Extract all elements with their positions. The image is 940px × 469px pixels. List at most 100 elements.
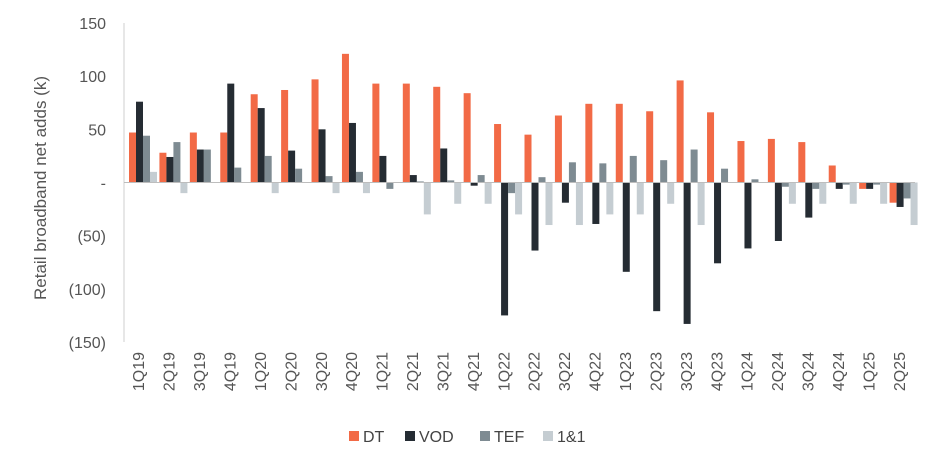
bar-vod-2q21: [409, 175, 417, 183]
legend-swatch: [480, 431, 490, 441]
bar-11-3q21: [454, 182, 462, 204]
bar-tef-2q20: [295, 168, 303, 183]
bar-dt-4q24: [828, 165, 836, 183]
y-axis-title-group: Retail broadband net adds (k): [31, 76, 50, 300]
y-axis-title: Retail broadband net adds (k): [31, 76, 50, 300]
bar-tef-1q25: [873, 182, 881, 185]
bar-vod-2q22: [531, 182, 539, 251]
bar-dt-3q19: [189, 132, 197, 183]
legend-label: DT: [363, 429, 385, 446]
bar-vod-1q25: [866, 182, 874, 189]
bar-tef-2q22: [538, 177, 546, 183]
x-tick-label: 4Q19: [222, 352, 239, 391]
bar-tef-3q23: [690, 149, 698, 183]
legend-item-tef: TEF: [480, 429, 524, 446]
bar-dt-3q22: [554, 115, 562, 183]
x-tick-label: 1Q20: [253, 352, 270, 391]
bar-tef-1q19: [143, 135, 150, 183]
bar-vod-3q24: [805, 182, 813, 218]
bar-vod-4q20: [348, 122, 356, 183]
x-tick-label: 3Q23: [679, 352, 696, 391]
bar-dt-2q19: [159, 152, 167, 183]
bar-dt-3q24: [798, 142, 806, 183]
bar-dt-3q23: [676, 80, 684, 183]
x-tick-label: 4Q21: [466, 352, 483, 391]
x-tick-label: 2Q25: [892, 352, 909, 391]
bar-tef-2q23: [660, 160, 668, 183]
bar-tef-2q19: [173, 142, 181, 183]
legend: DT VOD TEF 1&1: [349, 429, 586, 446]
bar-tef-1q21: [386, 182, 394, 189]
y-tick-label: (150): [69, 335, 106, 352]
x-tick-label: 3Q21: [435, 352, 452, 391]
bar-tef-3q19: [203, 149, 211, 183]
bar-dt-3q21: [433, 86, 441, 183]
bar-11-2q22: [545, 182, 553, 226]
legend-label: TEF: [494, 429, 524, 446]
x-tick-label: 4Q22: [588, 352, 605, 391]
bar-11-4q21: [484, 182, 492, 204]
bar-dt-4q20: [341, 53, 349, 183]
bar-vod-1q24: [744, 182, 752, 249]
bar-dt-1q22: [494, 124, 502, 183]
bar-11-3q23: [697, 182, 705, 226]
bar-11-1q25: [880, 182, 888, 204]
x-tick-label: 1Q22: [496, 352, 513, 391]
bar-tef-4q22: [599, 163, 607, 183]
bar-dt-4q23: [707, 112, 715, 183]
bar-vod-2q19: [166, 156, 174, 183]
bar-vod-2q23: [653, 182, 661, 312]
bar-tef-2q21: [416, 181, 424, 183]
bar-dt-1q23: [615, 103, 623, 183]
bar-vod-3q20: [318, 129, 326, 183]
y-tick-label: -: [101, 176, 106, 193]
bar-11-4q24: [849, 182, 857, 204]
bar-vod-3q23: [683, 182, 691, 324]
bar-vod-3q19: [196, 149, 204, 183]
bar-dt-4q22: [585, 103, 593, 183]
bar-tef-4q19: [234, 167, 242, 183]
bar-tef-4q20: [355, 171, 363, 183]
x-tick-label: 4Q23: [709, 352, 726, 391]
bar-11-1q23: [636, 182, 644, 215]
bar-dt-1q20: [250, 94, 258, 183]
bar-11-3q22: [575, 182, 583, 226]
bar-vod-3q22: [561, 182, 569, 203]
bar-tef-3q21: [447, 180, 455, 183]
bar-11-1q22: [515, 182, 523, 215]
bar-tef-2q25: [903, 182, 911, 199]
x-tick-label: 1Q24: [740, 352, 757, 391]
bar-tef-1q20: [264, 155, 272, 183]
bar-vod-4q22: [592, 182, 600, 224]
bar-dt-1q24: [737, 141, 745, 183]
bar-tef-3q22: [568, 162, 576, 183]
legend-swatch: [349, 431, 359, 441]
x-axis-ticks: 1Q19 2Q19 3Q19 4Q19 1Q20 2Q20 3Q20 4Q20 1Q21 2Q21…: [131, 352, 909, 391]
y-tick-label: 150: [79, 16, 106, 33]
bar-vod-1q20: [257, 108, 265, 183]
bar-vod-2q20: [288, 150, 296, 183]
bar-11-3q20: [332, 182, 340, 194]
bar-11-2q25: [910, 182, 918, 226]
bar-dt-2q22: [524, 134, 532, 183]
x-tick-label: 4Q20: [344, 352, 361, 391]
bar-vod-4q19: [227, 83, 235, 183]
y-tick-label: (50): [78, 229, 106, 246]
bar-dt-1q19: [129, 132, 136, 183]
bar-vod-1q19: [136, 101, 143, 183]
bar-11-2q23: [667, 182, 675, 204]
bar-tef-4q24: [842, 182, 850, 185]
bar-tef-4q23: [721, 168, 729, 183]
bar-dt-3q20: [311, 79, 319, 183]
x-tick-label: 2Q22: [527, 352, 544, 391]
bar-dt-2q25: [889, 182, 897, 203]
bar-vod-1q21: [379, 155, 387, 183]
y-tick-label: (100): [69, 282, 106, 299]
legend-swatch: [543, 431, 553, 441]
bar-tef-1q23: [629, 155, 637, 183]
bar-vod-2q25: [896, 182, 904, 207]
x-tick-label: 2Q21: [405, 352, 422, 391]
bar-vod-4q24: [835, 182, 843, 189]
